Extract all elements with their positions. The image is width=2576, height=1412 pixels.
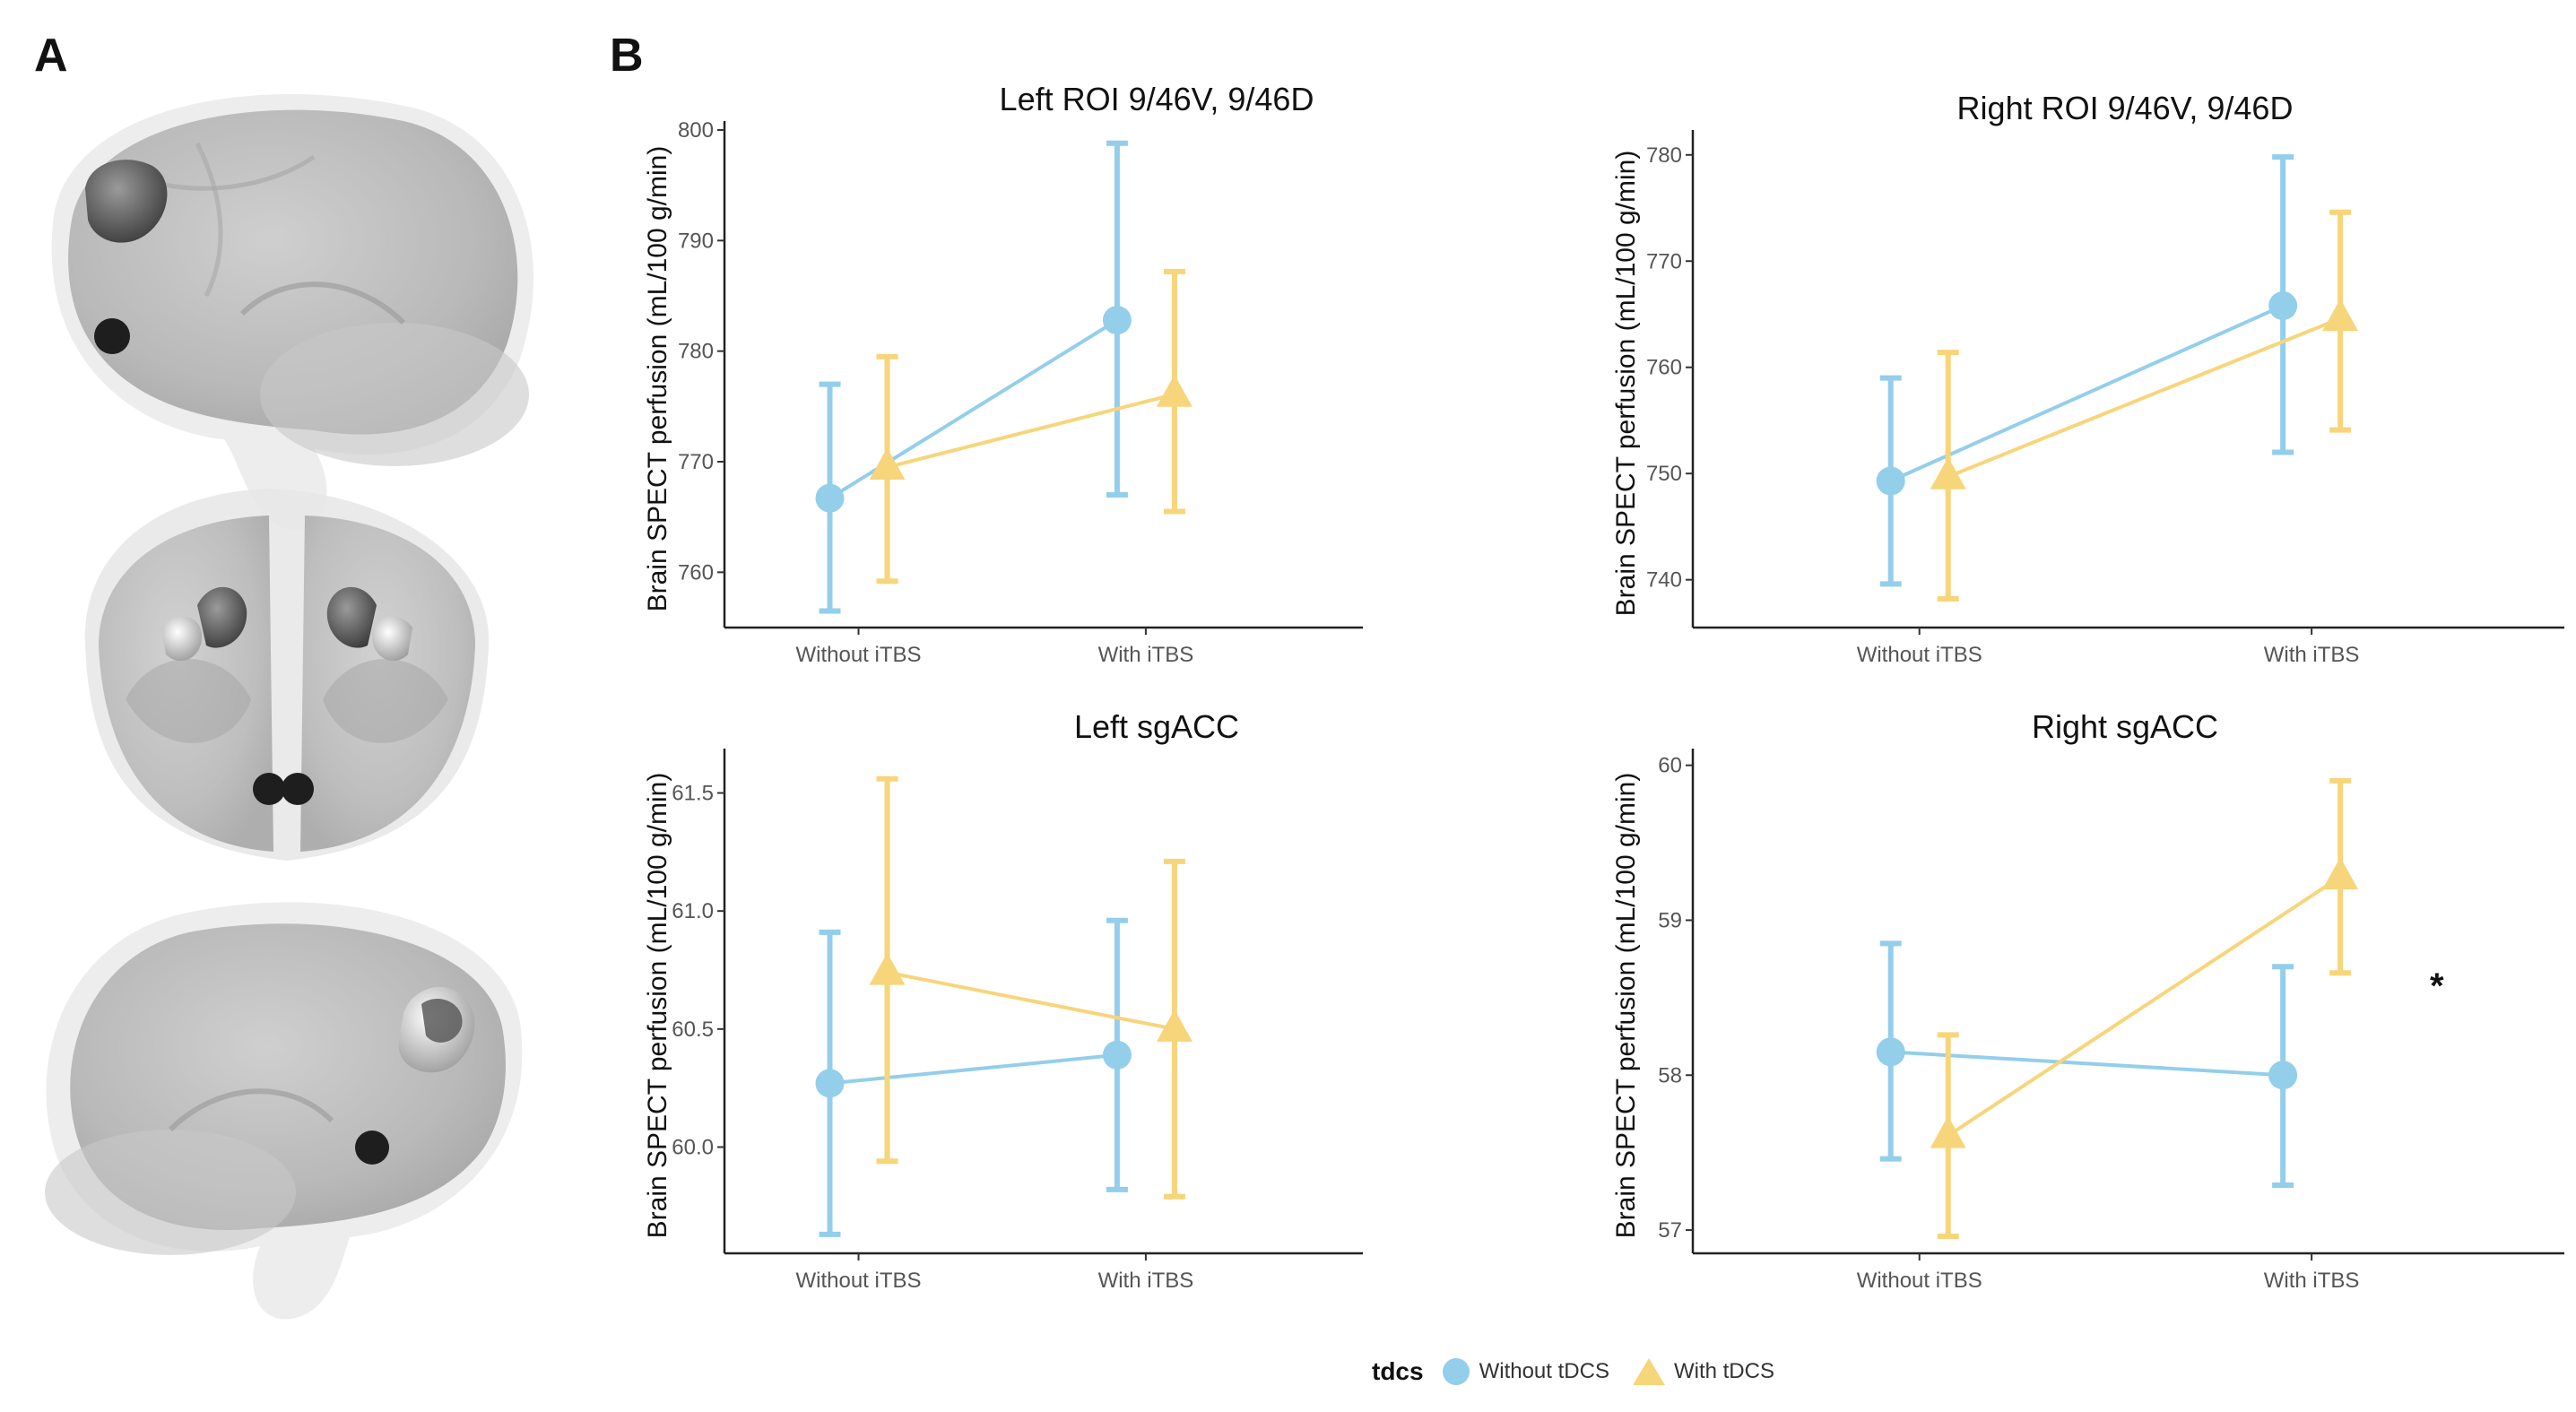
x-tick-label: With iTBS [1098, 643, 1194, 667]
roi-9-46-left [85, 160, 168, 243]
x-tick-label: Without iTBS [795, 643, 921, 667]
y-tick-label: 59 [1658, 908, 1682, 932]
brain-rendering-panel [45, 94, 533, 1320]
x-tick-label: Without iTBS [1857, 643, 1982, 667]
legend-circle-icon [1442, 1358, 1470, 1385]
roi-9-46-frontal-left-dark [197, 586, 247, 648]
series-line-without-tdcs [828, 318, 1118, 500]
y-tick-label: 760 [1646, 356, 1682, 380]
legend-label-with-tdcs: With tDCS [1673, 1359, 1774, 1383]
legend-item-with-tdcs: With tDCS [1631, 1356, 1774, 1388]
legend: tdcs Without tDCS With tDCS [1372, 1345, 1796, 1399]
roi-9-46-frontal-left-light [161, 616, 202, 662]
y-tick-label: 790 [678, 229, 714, 253]
data-point-circle [2268, 291, 2298, 321]
y-tick-label: 800 [678, 118, 714, 143]
plot-0: Left ROI 9/46V, 9/46D Brain SPECT perfusi… [643, 81, 1363, 667]
x-tick-label: With iTBS [1098, 1269, 1194, 1293]
data-point-triangle [1930, 456, 1966, 489]
roi-9-46-frontal-right-light [372, 616, 412, 662]
y-tick-label: 60 [1658, 754, 1682, 778]
series-line-with-tdcs [887, 392, 1175, 470]
x-tick-label: With iTBS [2264, 643, 2360, 667]
series-line-with-tdcs [1947, 316, 2341, 479]
panel-a-label: A [34, 30, 68, 82]
data-point-triangle [1930, 1115, 1966, 1148]
y-tick-label: 770 [1646, 249, 1682, 273]
y-tick-label: 60.0 [672, 1136, 714, 1160]
y-tick-label: 61.5 [672, 782, 714, 806]
y-tick-label: 57 [1658, 1218, 1682, 1243]
data-point-circle [1102, 306, 1132, 335]
sgacc-frontal-right [282, 773, 314, 805]
significance-star: * [2430, 966, 2444, 1006]
data-point-triangle [2322, 857, 2359, 890]
brain-left-lateral-view [51, 94, 533, 531]
y-tick-label: 770 [678, 450, 714, 474]
sgacc-right [355, 1130, 389, 1165]
sgacc-left [94, 318, 130, 354]
data-point-triangle [869, 952, 906, 985]
plot-title: Right sgACC [2032, 708, 2218, 745]
legend-title: tdcs [1372, 1357, 1424, 1385]
y-tick-label: 60.5 [672, 1018, 714, 1042]
y-tick-label: 61.0 [672, 899, 714, 923]
series-line-with-tdcs [1947, 875, 2342, 1138]
data-point-circle [2268, 1061, 2298, 1090]
y-tick-label: 780 [678, 340, 714, 364]
legend-label-without-tdcs: Without tDCS [1479, 1359, 1609, 1383]
x-tick-label: With iTBS [2264, 1269, 2360, 1293]
data-point-circle [815, 483, 845, 513]
sgacc-frontal-left [253, 773, 285, 805]
data-point-circle [1102, 1040, 1132, 1070]
plot-3: Right sgACC Brain SPECT perfusion (mL/100… [1611, 708, 2564, 1293]
y-axis-label: Brain SPECT perfusion (mL/100 g/min) [1611, 773, 1641, 1239]
legend-item-without-tdcs: Without tDCS [1440, 1356, 1609, 1388]
panel-b-label: B [610, 30, 644, 82]
data-point-triangle [1156, 374, 1193, 407]
data-point-circle [1876, 1037, 1905, 1067]
y-tick-label: 760 [678, 560, 714, 585]
x-tick-label: Without iTBS [795, 1269, 921, 1293]
plot-1: Right ROI 9/46V, 9/46D Brain SPECT perfus… [1611, 90, 2564, 667]
data-point-circle [1876, 466, 1905, 496]
series-line-without-tdcs [829, 1053, 1118, 1086]
data-point-circle [815, 1069, 845, 1098]
legend-triangle-icon [1632, 1358, 1665, 1385]
plot-2: Left sgACC Brain SPECT perfusion (mL/100 … [643, 708, 1363, 1293]
series-line-without-tdcs [1890, 1050, 2284, 1078]
brain-right-lateral-view [45, 902, 523, 1320]
y-axis-label: Brain SPECT perfusion (mL/100 g/min) [643, 773, 672, 1239]
series-line-without-tdcs [1889, 304, 2284, 483]
data-point-triangle [869, 447, 906, 481]
plot-title: Left ROI 9/46V, 9/46D [1000, 81, 1314, 117]
plot-title: Right ROI 9/46V, 9/46D [1957, 90, 2294, 126]
y-axis-label: Brain SPECT perfusion (mL/100 g/min) [643, 146, 672, 612]
plot-title: Left sgACC [1074, 708, 1239, 745]
y-axis-label: Brain SPECT perfusion (mL/100 g/min) [1611, 151, 1641, 617]
data-point-triangle [2322, 299, 2359, 332]
roi-9-46-frontal-right-dark [326, 586, 377, 648]
y-tick-label: 750 [1646, 462, 1682, 486]
data-point-triangle [1156, 1009, 1193, 1042]
y-tick-label: 58 [1658, 1063, 1682, 1087]
y-tick-label: 780 [1646, 143, 1682, 168]
brain-frontal-view [84, 489, 490, 861]
y-tick-label: 740 [1646, 568, 1682, 593]
series-line-with-tdcs [887, 970, 1175, 1031]
x-tick-label: Without iTBS [1857, 1269, 1982, 1293]
